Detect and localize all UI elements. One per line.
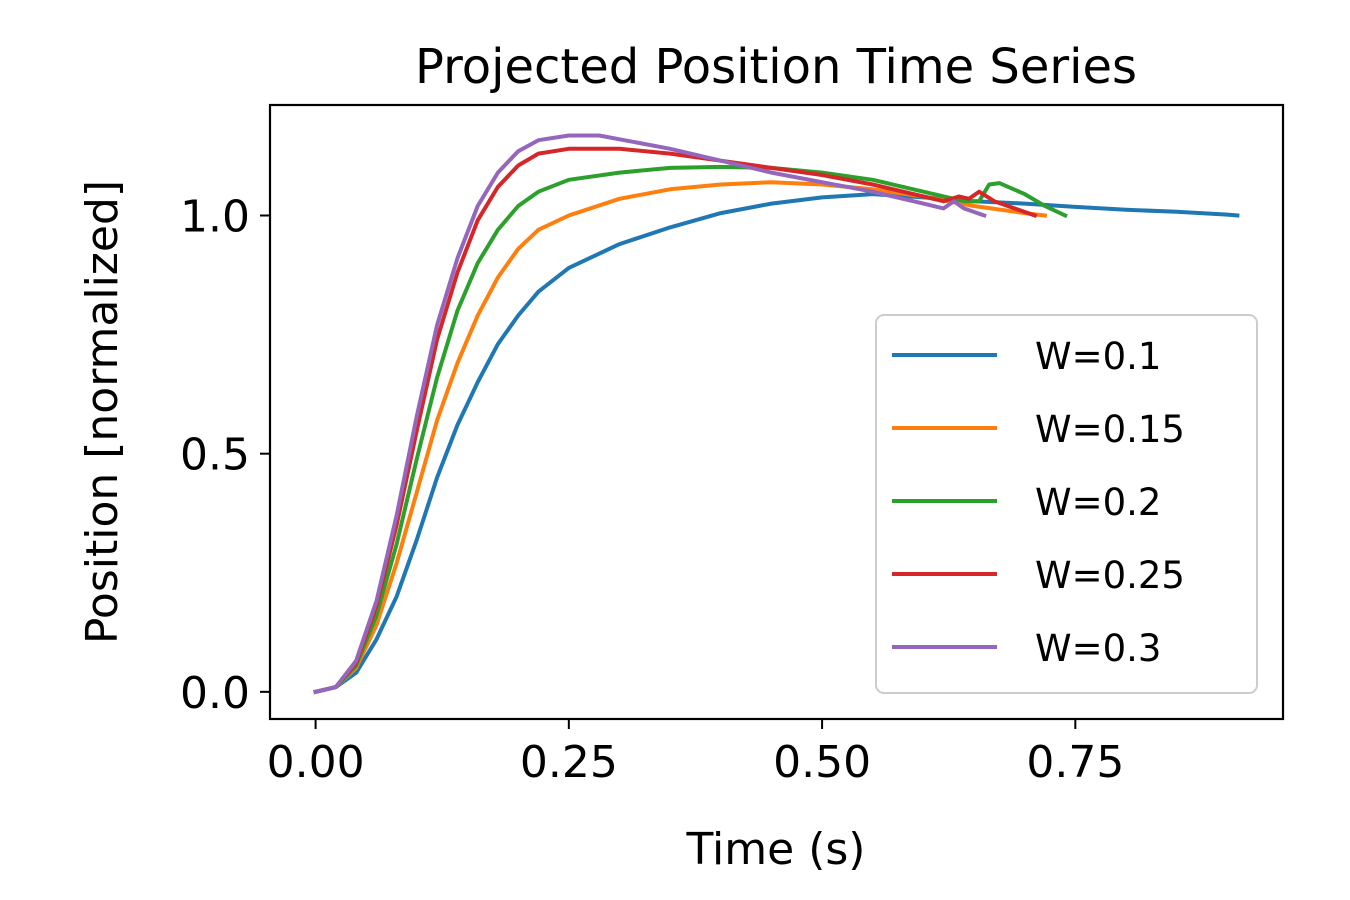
legend-label-4: W=0.3 — [1035, 627, 1161, 670]
series-line-1 — [313, 180, 1048, 695]
legend-label-3: W=0.25 — [1035, 554, 1185, 597]
chart-title: Projected Position Time Series — [415, 39, 1137, 95]
y-tick-label: 0.5 — [180, 430, 250, 481]
axes-frame — [268, 103, 1285, 721]
series-layer — [313, 133, 1240, 695]
legend-box — [875, 314, 1258, 694]
x-tick-label: 0.00 — [267, 737, 365, 788]
series-line-4 — [313, 133, 987, 695]
legend-label-1: W=0.15 — [1035, 408, 1185, 451]
series-line-0 — [313, 192, 1240, 695]
y-axis-label: Position [normalized] — [77, 180, 128, 644]
x-tick-label: 0.75 — [1026, 737, 1124, 788]
y-axis-ticks: 0.0 0.5 1.0 — [180, 192, 270, 719]
y-tick-label: 0.0 — [180, 668, 250, 719]
legend-label-2: W=0.2 — [1035, 481, 1161, 524]
plot-area — [268, 103, 1285, 721]
x-tick-label: 0.25 — [520, 737, 618, 788]
x-axis-label: Time (s) — [686, 824, 866, 875]
x-axis-ticks: 0.00 0.25 0.50 0.75 — [267, 719, 1124, 788]
legend-label-0: W=0.1 — [1035, 335, 1161, 378]
series-line-3 — [313, 146, 1038, 695]
y-tick-label: 1.0 — [180, 192, 250, 243]
x-tick-label: 0.50 — [773, 737, 871, 788]
legend: W=0.1 W=0.15 W=0.2 W=0.25 W=0.3 — [875, 314, 1258, 694]
series-line-2 — [313, 164, 1068, 695]
